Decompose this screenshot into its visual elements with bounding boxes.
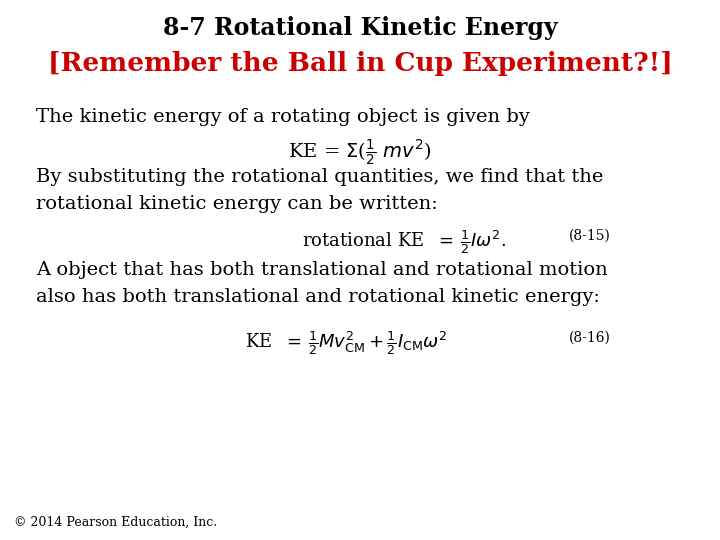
Text: rotational KE  $=\,\frac{1}{2}I\omega^2.$: rotational KE $=\,\frac{1}{2}I\omega^2.$ [302,228,506,256]
Text: rotational kinetic energy can be written:: rotational kinetic energy can be written… [36,195,438,213]
Text: By substituting the rotational quantities, we find that the: By substituting the rotational quantitie… [36,168,603,186]
Text: KE  $=\,\frac{1}{2}Mv_{\mathrm{CM}}^2 + \frac{1}{2}I_{\mathrm{CM}}\omega^2$: KE $=\,\frac{1}{2}Mv_{\mathrm{CM}}^2 + \… [245,329,447,357]
Text: [Remember the Ball in Cup Experiment?!]: [Remember the Ball in Cup Experiment?!] [48,51,672,76]
Text: The kinetic energy of a rotating object is given by: The kinetic energy of a rotating object … [36,108,530,126]
Text: (8-16): (8-16) [569,330,611,345]
Text: © 2014 Pearson Education, Inc.: © 2014 Pearson Education, Inc. [14,516,217,529]
Text: KE = $\Sigma$($\frac{1}{2}$ $mv^2$): KE = $\Sigma$($\frac{1}{2}$ $mv^2$) [288,138,432,168]
Text: also has both translational and rotational kinetic energy:: also has both translational and rotation… [36,288,600,306]
Text: A object that has both translational and rotational motion: A object that has both translational and… [36,261,608,279]
Text: 8-7 Rotational Kinetic Energy: 8-7 Rotational Kinetic Energy [163,16,557,40]
Text: (8-15): (8-15) [569,229,611,243]
